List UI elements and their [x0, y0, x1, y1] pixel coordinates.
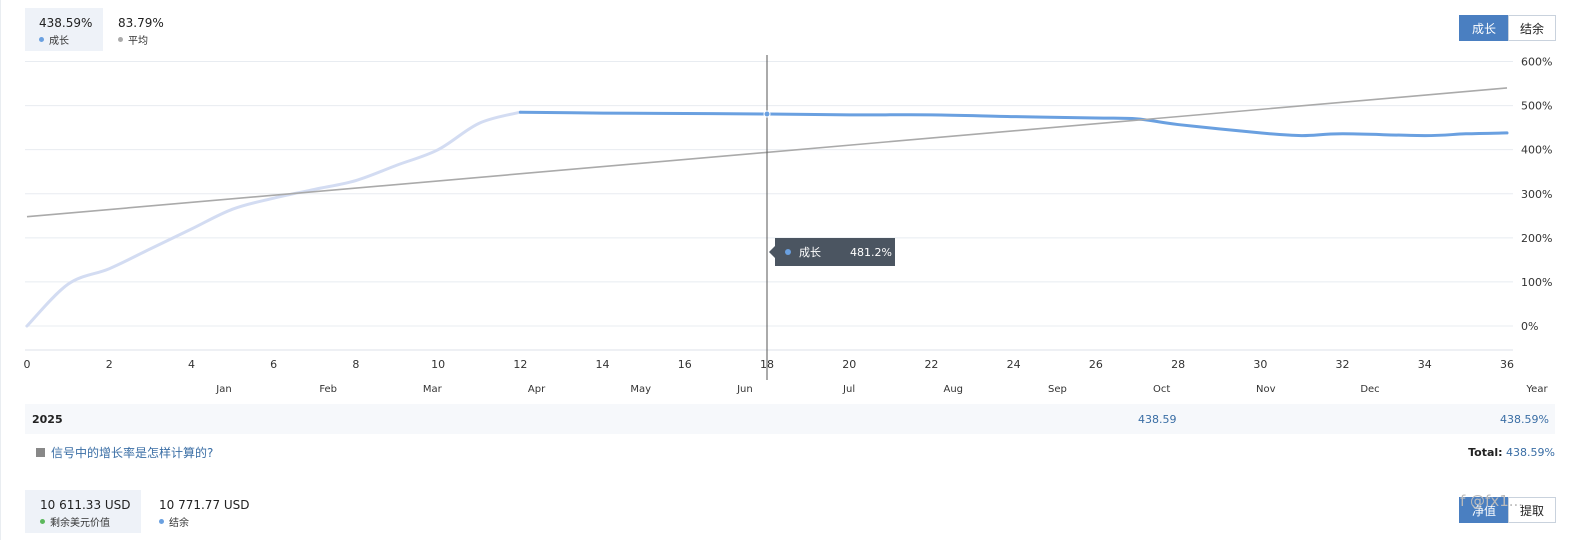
- chart-grid: [25, 61, 1513, 351]
- balance-dot-icon: [159, 519, 164, 524]
- growth-line: [518, 110, 1509, 138]
- month-label: Mar: [423, 384, 443, 395]
- x-tick-label: 12: [513, 358, 527, 371]
- left-border: [0, 0, 1, 540]
- x-tick-label: 36: [1500, 358, 1514, 371]
- average-label: 平均: [128, 36, 148, 47]
- equity-label: 剩余美元价值: [50, 518, 110, 529]
- x-tick-label: 26: [1089, 358, 1103, 371]
- x-tick-label: 28: [1171, 358, 1185, 371]
- year-total-value: 438.59%: [1500, 413, 1549, 426]
- growth-dot-icon: [39, 37, 44, 42]
- x-tick-label: 8: [352, 358, 359, 371]
- month-label: Sep: [1048, 384, 1067, 395]
- x-axis-end-label: Year: [1525, 384, 1548, 395]
- month-label: Nov: [1256, 384, 1276, 395]
- total-row: Total: 438.59%: [1468, 446, 1555, 459]
- y-tick-label: 600%: [1521, 56, 1552, 69]
- x-tick-label: 34: [1418, 358, 1432, 371]
- average-legend: 平均: [118, 32, 148, 47]
- month-label: Dec: [1360, 384, 1379, 395]
- month-label: Oct: [1153, 384, 1170, 395]
- tooltip-dot-icon: [785, 249, 791, 255]
- growth-label: 成长: [49, 36, 69, 47]
- crosshair-point: [763, 110, 771, 118]
- x-tick-label: 6: [270, 358, 277, 371]
- month-label: Jun: [736, 384, 753, 395]
- growth-chart: 0%100%200%300%400%500%600% 0 2 4 6 8 10 12 14 16…: [24, 55, 1552, 395]
- x-tick-label: 24: [1007, 358, 1021, 371]
- x-tick-label: 2: [106, 358, 113, 371]
- y-tick-label: 300%: [1521, 188, 1552, 201]
- y-axis-ticks: 0% 100% 200% 300% 400% 500% 600%: [1521, 56, 1552, 333]
- year-row: 2025 438.59 438.59%: [25, 404, 1555, 434]
- total-value: 438.59%: [1506, 446, 1555, 459]
- month-label: Feb: [319, 384, 337, 395]
- equity-toggle-button[interactable]: 净值: [1459, 497, 1509, 523]
- average-dot-icon: [118, 37, 123, 42]
- total-label: Total:: [1468, 446, 1503, 459]
- help-text[interactable]: 信号中的增长率是怎样计算的?: [51, 446, 214, 460]
- x-tick-label: 0: [24, 358, 31, 371]
- balance-label: 结余: [169, 518, 189, 529]
- month-label: Jan: [215, 384, 231, 395]
- month-label: Jul: [842, 384, 855, 395]
- growth-summary-box[interactable]: [25, 8, 103, 51]
- average-value: 83.79%: [118, 16, 164, 30]
- x-tick-label: 10: [431, 358, 445, 371]
- tooltip-label: 成长: [799, 246, 821, 259]
- growth-value: 438.59%: [39, 16, 93, 30]
- growth-legend: 成长: [39, 32, 69, 47]
- y-tick-label: 200%: [1521, 232, 1552, 245]
- tooltip-value: 481.2%: [850, 245, 892, 259]
- balance-value: 10 771.77 USD: [159, 498, 250, 512]
- growth-help-link[interactable]: 信号中的增长率是怎样计算的?: [36, 444, 213, 461]
- x-tick-label: 20: [842, 358, 856, 371]
- oct-value: 438.59: [1138, 413, 1177, 426]
- y-tick-label: 400%: [1521, 144, 1552, 157]
- year-label: 2025: [32, 413, 63, 426]
- watermark: f @fx1...: [1460, 492, 1524, 510]
- equity-legend: 剩余美元价值: [40, 514, 110, 529]
- equity-value: 10 611.33 USD: [40, 498, 131, 512]
- month-label: May: [630, 384, 651, 395]
- y-tick-label: 500%: [1521, 100, 1552, 113]
- balance-toggle-button[interactable]: 结余: [1508, 15, 1556, 41]
- month-label: Apr: [528, 384, 546, 395]
- growth-toggle-button[interactable]: 成长: [1459, 15, 1509, 41]
- withdraw-toggle-button[interactable]: 提取: [1508, 497, 1556, 523]
- x-tick-label: 22: [924, 358, 938, 371]
- chart-series: [25, 55, 1509, 380]
- y-tick-label: 100%: [1521, 276, 1552, 289]
- equity-dot-icon: [40, 519, 45, 524]
- equity-summary-box[interactable]: [25, 490, 141, 533]
- help-icon: [36, 448, 45, 457]
- x-axis-ticks: 0 2 4 6 8 10 12 14 16 18 20 22 24 26 28 30 32 34 36: [24, 358, 1515, 371]
- x-tick-label: 4: [188, 358, 195, 371]
- x-tick-label: 30: [1253, 358, 1267, 371]
- growth-line-history: [25, 110, 522, 328]
- y-tick-label: 0%: [1521, 320, 1538, 333]
- chart-tooltip: 成长 481.2%: [769, 238, 895, 266]
- month-label: Aug: [944, 384, 964, 395]
- x-tick-label: 16: [678, 358, 692, 371]
- x-tick-label: 32: [1336, 358, 1350, 371]
- balance-legend: 结余: [159, 514, 189, 529]
- month-labels: Jan Feb Mar Apr May Jun Jul Aug Sep Oct Nov Dec Year: [215, 384, 1548, 395]
- x-tick-label: 14: [596, 358, 610, 371]
